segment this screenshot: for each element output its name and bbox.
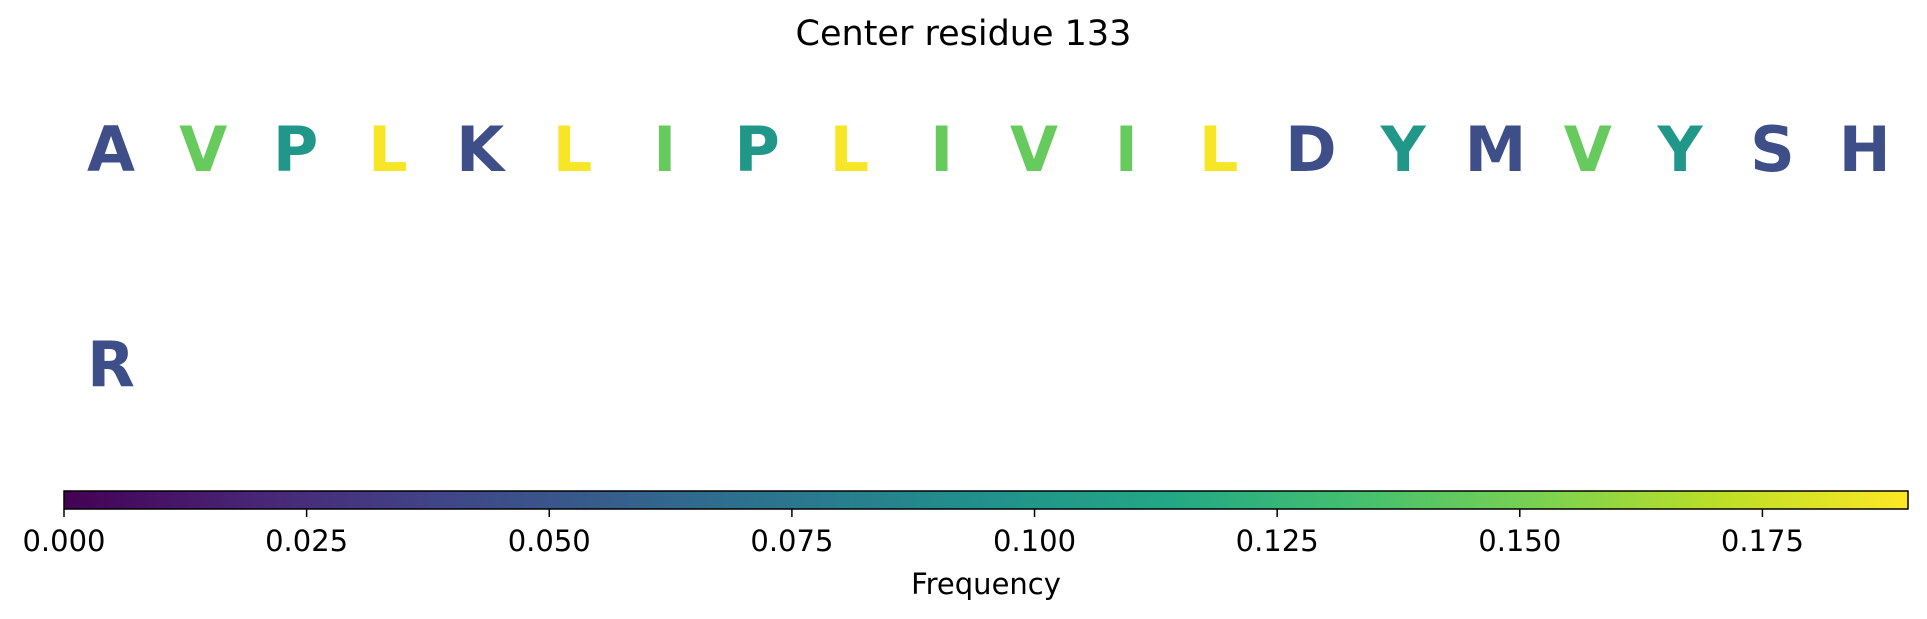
residue-letter: L [368, 113, 408, 186]
chart-title: Center residue 133 [795, 14, 1132, 54]
residue-letter: V [1010, 113, 1058, 186]
residue-letter: M [1465, 113, 1527, 186]
residue-letter: A [87, 113, 135, 186]
residue-letter: L [1199, 113, 1239, 186]
residue-letter: I [930, 113, 953, 186]
residue-letter: L [830, 113, 870, 186]
residue-letter: P [734, 113, 779, 186]
residue-letter: L [553, 113, 593, 186]
residue-letter: D [1285, 113, 1336, 186]
residue-letter: H [1839, 113, 1891, 186]
residue-letter: P [273, 113, 318, 186]
residue-letter: Y [1657, 113, 1704, 186]
colorbar-tick-label: 0.150 [1478, 524, 1561, 558]
residue-letter: I [1115, 113, 1138, 186]
residue-letter: V [179, 113, 227, 186]
colorbar-tick-label: 0.125 [1236, 524, 1319, 558]
colorbar-tick-label: 0.175 [1721, 524, 1804, 558]
colorbar-label: Frequency [911, 567, 1061, 601]
colorbar-tick-label: 0.075 [750, 524, 833, 558]
residue-letter: V [1564, 113, 1612, 186]
residue-letter: S [1750, 113, 1795, 186]
colorbar-tick-label: 0.025 [265, 524, 348, 558]
residue-letter: R [87, 328, 135, 401]
colorbar-tick-label: 0.000 [22, 524, 105, 558]
colorbar-gradient [63, 490, 1909, 510]
residue-letter: I [653, 113, 676, 186]
colorbar-tick-label: 0.100 [993, 524, 1076, 558]
colorbar: 0.000 0.025 0.050 0.075 0.100 0.125 0.150 0.175… [22, 490, 1909, 601]
residue-letter: Y [1380, 113, 1427, 186]
colorbar-tick-label: 0.050 [508, 524, 591, 558]
residue-letter: K [456, 113, 506, 186]
residue-letters: A V P L K L I P L I V I L D Y M V Y S HR [87, 113, 1891, 401]
